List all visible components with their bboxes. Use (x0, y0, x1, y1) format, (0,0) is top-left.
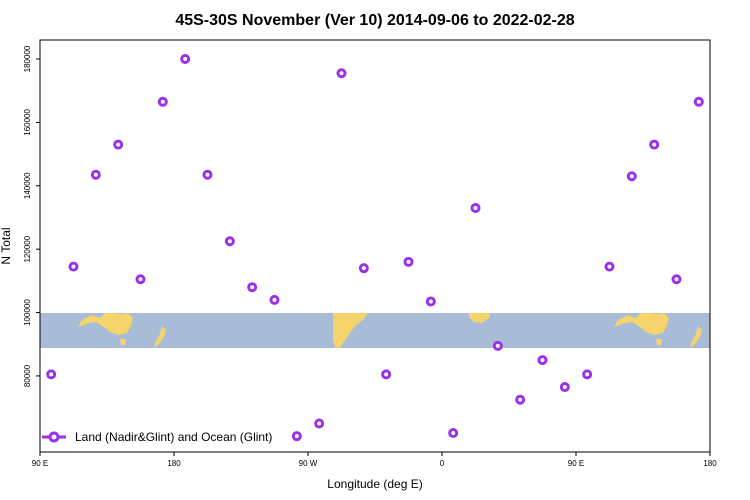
x-tick-label: 90 W (299, 459, 318, 468)
australia-landmass-2 (614, 313, 669, 335)
legend-label: Land (Nadir&Glint) and Ocean (Glint) (75, 430, 272, 444)
data-point (135, 274, 146, 285)
y-tick-label: 140000 (23, 172, 32, 199)
x-axis-label: Longitude (deg E) (327, 477, 422, 491)
x-tick-label: 90 E (568, 459, 584, 468)
tasmania-landmass-2 (656, 339, 662, 345)
legend-marker (48, 431, 60, 443)
y-tick-label: 120000 (23, 235, 32, 262)
x-axis: 90 E 180 90 W 0 90 E 180 (32, 452, 717, 468)
data-point (90, 169, 101, 180)
y-axis-label: N Total (0, 227, 13, 264)
x-tick-label: 90 E (32, 459, 48, 468)
data-point (113, 139, 124, 150)
chart-title: 45S-30S November (Ver 10) 2014-09-06 to … (175, 12, 574, 29)
data-point (492, 340, 503, 351)
data-point (314, 418, 325, 429)
data-point (425, 296, 436, 307)
data-point (649, 139, 660, 150)
land-masses (78, 313, 702, 348)
data-point (559, 382, 570, 393)
data-point (68, 261, 79, 272)
data-point (157, 96, 168, 107)
data-point (470, 202, 481, 213)
australia-landmass (78, 313, 133, 335)
data-point (180, 54, 191, 65)
data-point (202, 169, 213, 180)
data-point (515, 394, 526, 405)
africa-landmass (468, 313, 490, 323)
ocean-band (40, 313, 710, 348)
data-point (403, 256, 414, 267)
south-america-landmass (333, 313, 368, 348)
y-tick-label: 180000 (23, 45, 32, 72)
data-point (582, 369, 593, 380)
data-point (291, 431, 302, 442)
map-strip (40, 313, 710, 348)
new-zealand-landmass-2 (690, 326, 702, 348)
y-axis: 80000 100000 120000 140000 160000 180000 (23, 45, 40, 387)
data-point (671, 274, 682, 285)
data-point (336, 68, 347, 79)
data-point (537, 355, 548, 366)
plot-frame (39, 39, 711, 453)
x-tick-label: 180 (703, 459, 717, 468)
data-point (381, 369, 392, 380)
x-tick-label: 0 (440, 459, 445, 468)
tasmania-landmass (120, 339, 126, 345)
y-tick-label: 80000 (23, 364, 32, 387)
data-point (626, 171, 637, 182)
data-point (247, 282, 258, 293)
new-zealand-landmass (154, 326, 166, 348)
data-point (224, 236, 235, 247)
data-point (46, 369, 57, 380)
x-tick-label: 180 (167, 459, 181, 468)
data-point (693, 96, 704, 107)
data-point (269, 294, 280, 305)
y-tick-label: 160000 (23, 109, 32, 136)
legend: Land (Nadir&Glint) and Ocean (Glint) (42, 430, 272, 444)
y-tick-label: 100000 (23, 299, 32, 326)
data-point (448, 427, 459, 438)
data-point (604, 261, 615, 272)
data-point (358, 263, 369, 274)
data-points (46, 54, 704, 442)
